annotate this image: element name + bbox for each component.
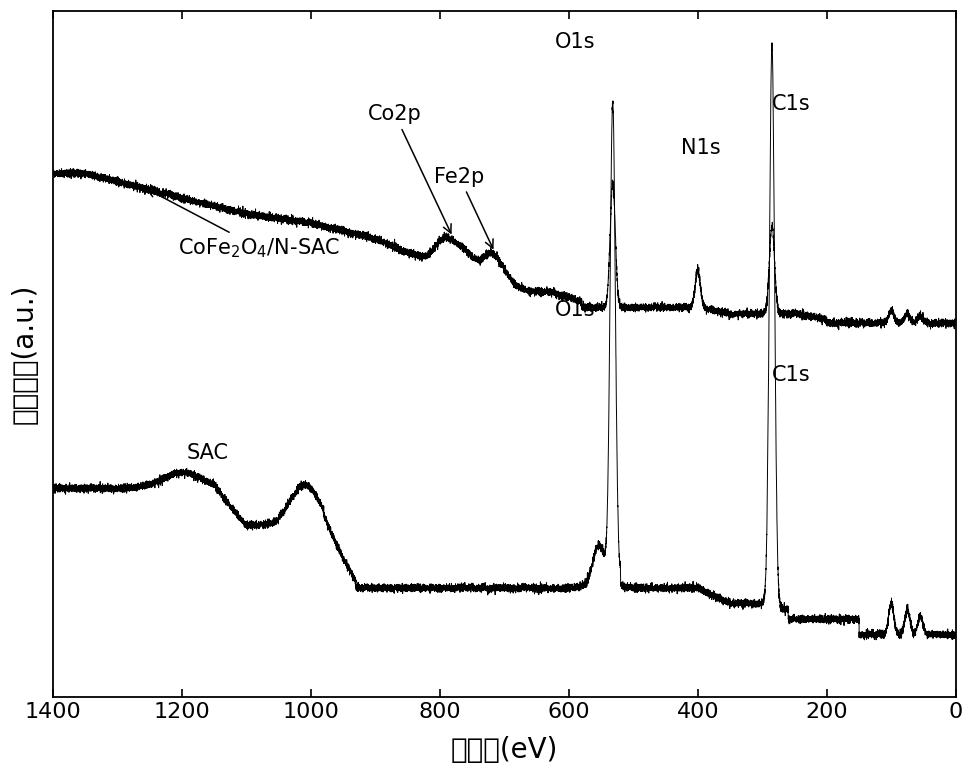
Text: O1s: O1s bbox=[555, 32, 595, 52]
Text: N1s: N1s bbox=[681, 138, 721, 157]
Text: CoFe$_2$O$_4$/N-SAC: CoFe$_2$O$_4$/N-SAC bbox=[147, 189, 340, 260]
Text: C1s: C1s bbox=[772, 365, 810, 385]
X-axis label: 结合能(eV): 结合能(eV) bbox=[451, 736, 558, 764]
Text: Fe2p: Fe2p bbox=[434, 167, 493, 248]
Text: Co2p: Co2p bbox=[368, 105, 451, 233]
Text: SAC: SAC bbox=[187, 443, 229, 463]
Text: O1s: O1s bbox=[555, 300, 595, 320]
Text: C1s: C1s bbox=[772, 94, 810, 114]
Y-axis label: 相对强度(a.u.): 相对强度(a.u.) bbox=[11, 284, 39, 425]
